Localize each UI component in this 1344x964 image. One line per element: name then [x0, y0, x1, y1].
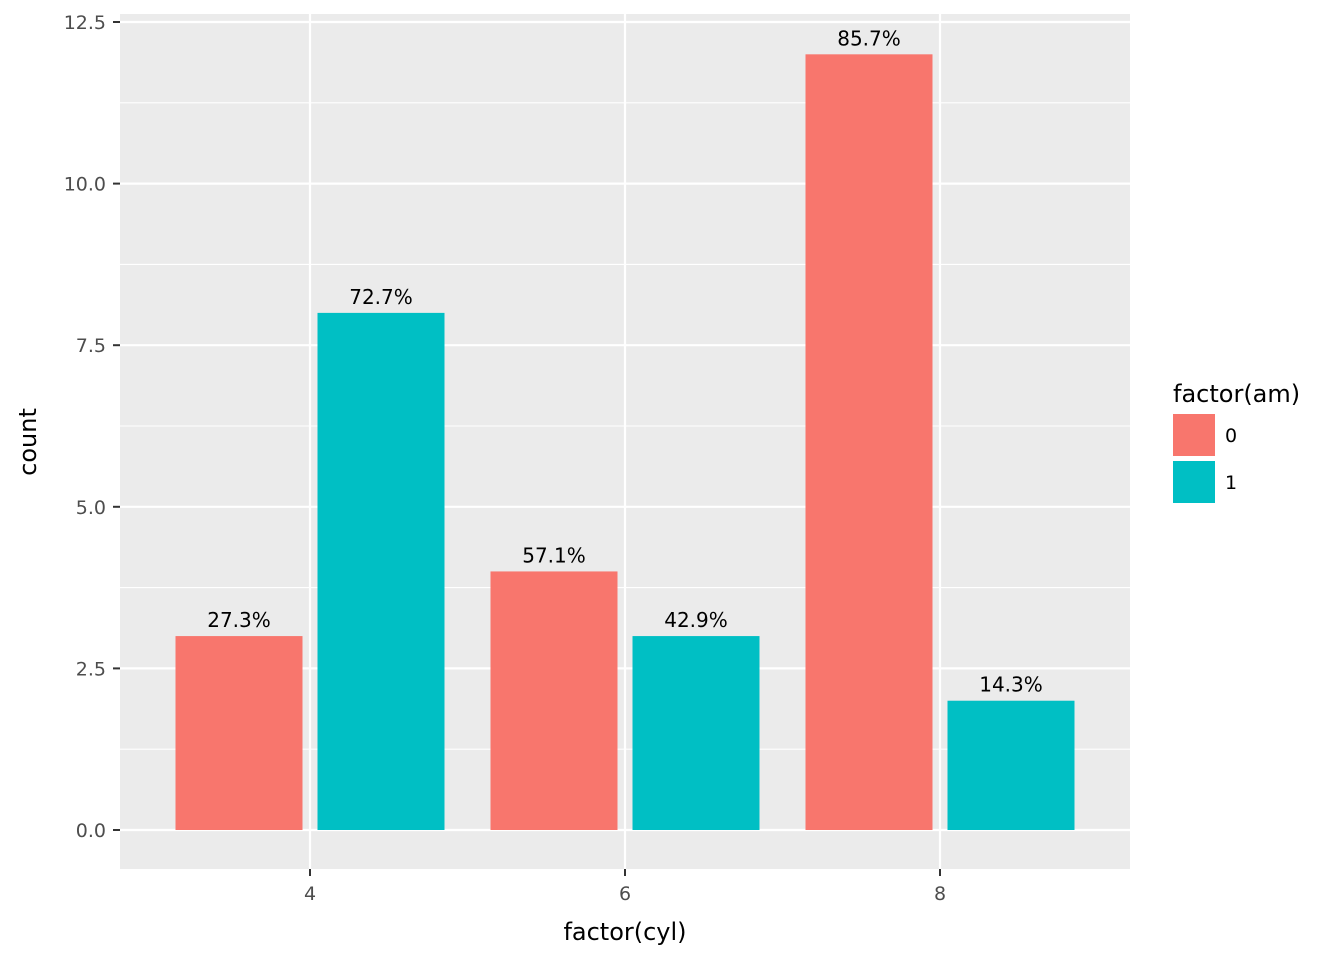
legend-label: 0: [1225, 425, 1237, 447]
y-tick-label: 5.0: [76, 497, 106, 519]
bar-label: 27.3%: [207, 608, 271, 632]
x-tick-label: 8: [934, 883, 946, 905]
y-tick-label: 10.0: [64, 174, 106, 196]
y-tick-label: 0.0: [76, 820, 106, 842]
bar-am-1: [947, 700, 1075, 830]
bar-label: 14.3%: [979, 673, 1043, 697]
bar-am-1: [317, 312, 445, 830]
bars: [175, 54, 1075, 830]
bar-am-0: [175, 636, 303, 830]
legend-label: 1: [1225, 472, 1237, 494]
bar-label: 42.9%: [664, 608, 728, 632]
bar-am-0: [490, 571, 618, 830]
legend-key-1: [1173, 461, 1215, 503]
y-tick-label: 12.5: [64, 12, 106, 34]
y-tick-label: 7.5: [76, 335, 106, 357]
legend: factor(am) 0 1: [1173, 380, 1300, 503]
x-axis: 4 6 8: [304, 869, 946, 905]
bar-am-0: [805, 54, 933, 830]
y-tick-label: 2.5: [76, 658, 106, 680]
legend-key-0: [1173, 414, 1215, 456]
bar-label: 57.1%: [522, 543, 586, 567]
x-tick-label: 6: [619, 883, 631, 905]
legend-title: factor(am): [1173, 380, 1300, 408]
y-axis: 0.0 2.5 5.0 7.5 10.0 12.5: [64, 12, 120, 842]
x-axis-title: factor(cyl): [563, 918, 686, 946]
bar-labels: 27.3% 57.1% 85.7% 72.7% 42.9% 14.3%: [207, 26, 1043, 696]
gridlines: [120, 14, 1130, 869]
bar-am-1: [632, 636, 760, 830]
bar-label: 85.7%: [837, 26, 901, 50]
x-tick-label: 4: [304, 883, 316, 905]
y-axis-title: count: [14, 408, 42, 476]
bar-label: 72.7%: [349, 285, 413, 309]
